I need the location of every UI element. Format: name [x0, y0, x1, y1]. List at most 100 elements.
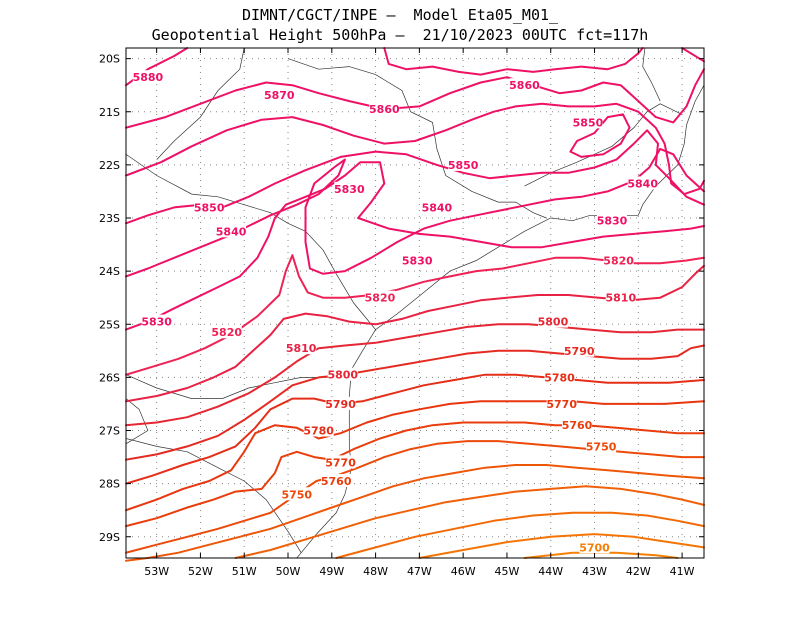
contour-label-background — [605, 290, 636, 304]
contour-label-background — [325, 396, 356, 410]
y-tick-label: 25S — [99, 318, 120, 331]
y-tick-label: 21S — [99, 106, 120, 119]
contour-label-background — [369, 102, 400, 116]
y-axis-ticks: 20S 21S 22S 23S 24S 25S 26S 27S 28S 29S — [99, 53, 704, 544]
contour-label-background — [627, 176, 658, 190]
contour-label-background — [281, 487, 312, 501]
contour-label: 5850 — [448, 159, 479, 172]
contour-label: 5790 — [564, 345, 595, 358]
contour-label: 5850 — [194, 201, 225, 214]
contour-label-background — [509, 78, 540, 92]
contour-5860 — [125, 102, 705, 196]
ms-sp-border — [156, 47, 245, 160]
contour-labels: 5880 5870 5860 5860 5850 5850 5850 5840 5840 5840… — [133, 70, 658, 554]
contour-label: 5820 — [365, 292, 396, 305]
x-axis-ticks: 53W 52W 51W 50W 49W 48W 47W 46W 45W 44W 43W 42W 41W — [144, 48, 695, 578]
contour-5720 — [335, 511, 705, 559]
contour-label: 5860 — [509, 79, 540, 92]
x-tick-label: 51W — [232, 565, 257, 578]
x-tick-label: 42W — [626, 565, 651, 578]
contour-label: 5840 — [422, 201, 453, 214]
contour-5710 — [418, 533, 705, 559]
contour-label-background — [572, 115, 603, 129]
contour-label: 5790 — [325, 398, 356, 411]
contour-5780 — [125, 373, 705, 485]
contour-label: 5760 — [562, 419, 593, 432]
x-tick-label: 45W — [495, 565, 520, 578]
parana-paraguay-border — [125, 154, 289, 224]
y-tick-label: 26S — [99, 371, 120, 384]
contour-5830 — [125, 161, 705, 331]
contour-label: 5860 — [369, 103, 400, 116]
contour-label-background — [364, 290, 395, 304]
contour-label: 5840 — [627, 177, 658, 190]
sp-mg-border — [287, 58, 547, 219]
pr-sp-border — [287, 222, 376, 330]
es-mg-border — [642, 47, 661, 102]
contour-5840 — [125, 147, 705, 278]
contour-label-background — [321, 473, 352, 487]
contour-5700 — [523, 551, 679, 559]
contour-label: 5780 — [303, 425, 334, 438]
argentina-border — [125, 398, 149, 445]
rs-sc-border — [125, 438, 302, 553]
contour-5800 — [125, 323, 705, 427]
contour-label: 5830 — [141, 316, 172, 329]
contour-label-background — [402, 253, 433, 267]
contour-5850 — [569, 113, 631, 158]
contour-label: 5750 — [586, 440, 617, 453]
contour-label-background — [327, 367, 358, 381]
contour-label-background — [586, 439, 617, 453]
contour-label-background — [286, 341, 317, 355]
contour-5850 — [125, 129, 705, 225]
x-tick-label: 41W — [670, 565, 695, 578]
y-tick-label: 20S — [99, 53, 120, 66]
contour-label-background — [546, 396, 577, 410]
y-tick-label: 24S — [99, 265, 120, 278]
y-tick-label: 23S — [99, 212, 120, 225]
contour-label-background — [216, 224, 247, 238]
contour-label-background — [141, 314, 172, 328]
contour-label-background — [564, 343, 595, 357]
contour-label-background — [448, 157, 479, 171]
contour-label: 5780 — [544, 371, 575, 384]
map-title-line-1: DIMNT/CGCT/INPE – Model Eta05_M01_ — [241, 6, 559, 24]
x-tick-label: 50W — [276, 565, 301, 578]
contour-5740 — [125, 464, 705, 562]
contour-label: 5820 — [603, 255, 634, 268]
contour-label: 5750 — [281, 488, 312, 501]
contour-label: 5830 — [402, 255, 433, 268]
coastline-south — [296, 329, 376, 559]
contour-label-background — [194, 200, 225, 214]
contour-label-background — [544, 370, 575, 384]
contour-label: 5850 — [573, 116, 604, 129]
contour-label-background — [264, 87, 295, 101]
contour-label-background — [562, 418, 593, 432]
rj-mg-border — [524, 103, 683, 187]
contour-label: 5810 — [605, 292, 636, 305]
x-tick-label: 53W — [144, 565, 169, 578]
x-tick-label: 52W — [188, 565, 213, 578]
contour-label: 5880 — [133, 71, 164, 84]
contour-5770 — [125, 400, 705, 512]
map-title-line-2: Geopotential Height 500hPa – 21/10/2023 … — [151, 26, 649, 44]
contour-label-background — [597, 213, 628, 227]
x-tick-label: 48W — [363, 565, 388, 578]
y-tick-label: 29S — [99, 531, 120, 544]
x-tick-label: 47W — [407, 565, 432, 578]
grid-lines — [126, 48, 704, 558]
x-tick-label: 43W — [582, 565, 607, 578]
contour-label-background — [303, 423, 334, 437]
contour-label: 5700 — [579, 541, 610, 554]
contour-label-background — [334, 181, 365, 195]
contour-label: 5800 — [327, 369, 358, 382]
coastline-sp-rj — [375, 85, 705, 330]
contour-label-background — [603, 253, 634, 267]
contour-label-background — [421, 200, 452, 214]
map-frame — [125, 47, 705, 559]
contour-label: 5770 — [546, 398, 577, 411]
contour-5790 — [125, 344, 705, 461]
contour-5870 — [125, 68, 705, 129]
contour-label-background — [579, 540, 610, 554]
